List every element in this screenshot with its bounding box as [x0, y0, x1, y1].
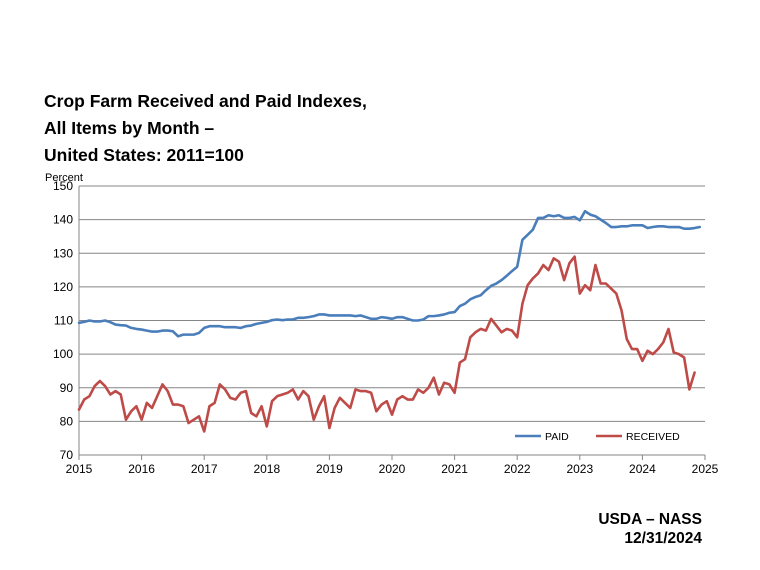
x-tick-label: 2017	[191, 462, 218, 476]
series-line-paid	[77, 209, 702, 338]
x-tick-label: 2019	[316, 462, 343, 476]
y-tick-label: 70	[60, 448, 74, 462]
y-tick-label: 120	[53, 280, 73, 294]
y-tick-label: 100	[53, 347, 73, 361]
y-tick-label: 110	[54, 314, 73, 328]
source-note: USDA – NASS 12/31/2024	[598, 510, 702, 548]
y-axis-label: Percent	[45, 172, 83, 184]
y-tick-label: 140	[53, 213, 73, 227]
title-line-2: All Items by Month –	[44, 118, 215, 138]
source-org: USDA – NASS	[598, 511, 702, 528]
legend-label-paid: PAID	[545, 431, 569, 443]
x-tick-label: 2015	[66, 462, 93, 476]
chart-title: Crop Farm Received and Paid Indexes, All…	[44, 88, 464, 169]
legend: PAID RECEIVED	[515, 431, 680, 443]
title-line-3: United States: 2011=100	[44, 145, 244, 165]
x-tick-label: 2021	[441, 462, 468, 476]
x-tick-label: 2023	[566, 462, 593, 476]
x-tick-label: 2016	[128, 462, 155, 476]
legend-label-received: RECEIVED	[626, 431, 680, 443]
title-line-1: Crop Farm Received and Paid Indexes,	[44, 91, 367, 111]
source-date: 12/31/2024	[624, 530, 702, 547]
y-tick-label: 90	[60, 381, 74, 395]
series-line-received	[77, 255, 696, 433]
x-tick-label: 2018	[253, 462, 280, 476]
x-tick-label: 2024	[629, 462, 656, 476]
x-tick-label: 2025	[692, 462, 719, 476]
y-tick-label: 130	[53, 246, 73, 260]
y-tick-label: 150	[53, 179, 73, 193]
x-tick-label: 2020	[379, 462, 406, 476]
y-tick-label: 80	[60, 414, 74, 428]
x-tick-label: 2022	[504, 462, 531, 476]
series-lines	[77, 209, 702, 433]
gridlines	[79, 185, 705, 422]
